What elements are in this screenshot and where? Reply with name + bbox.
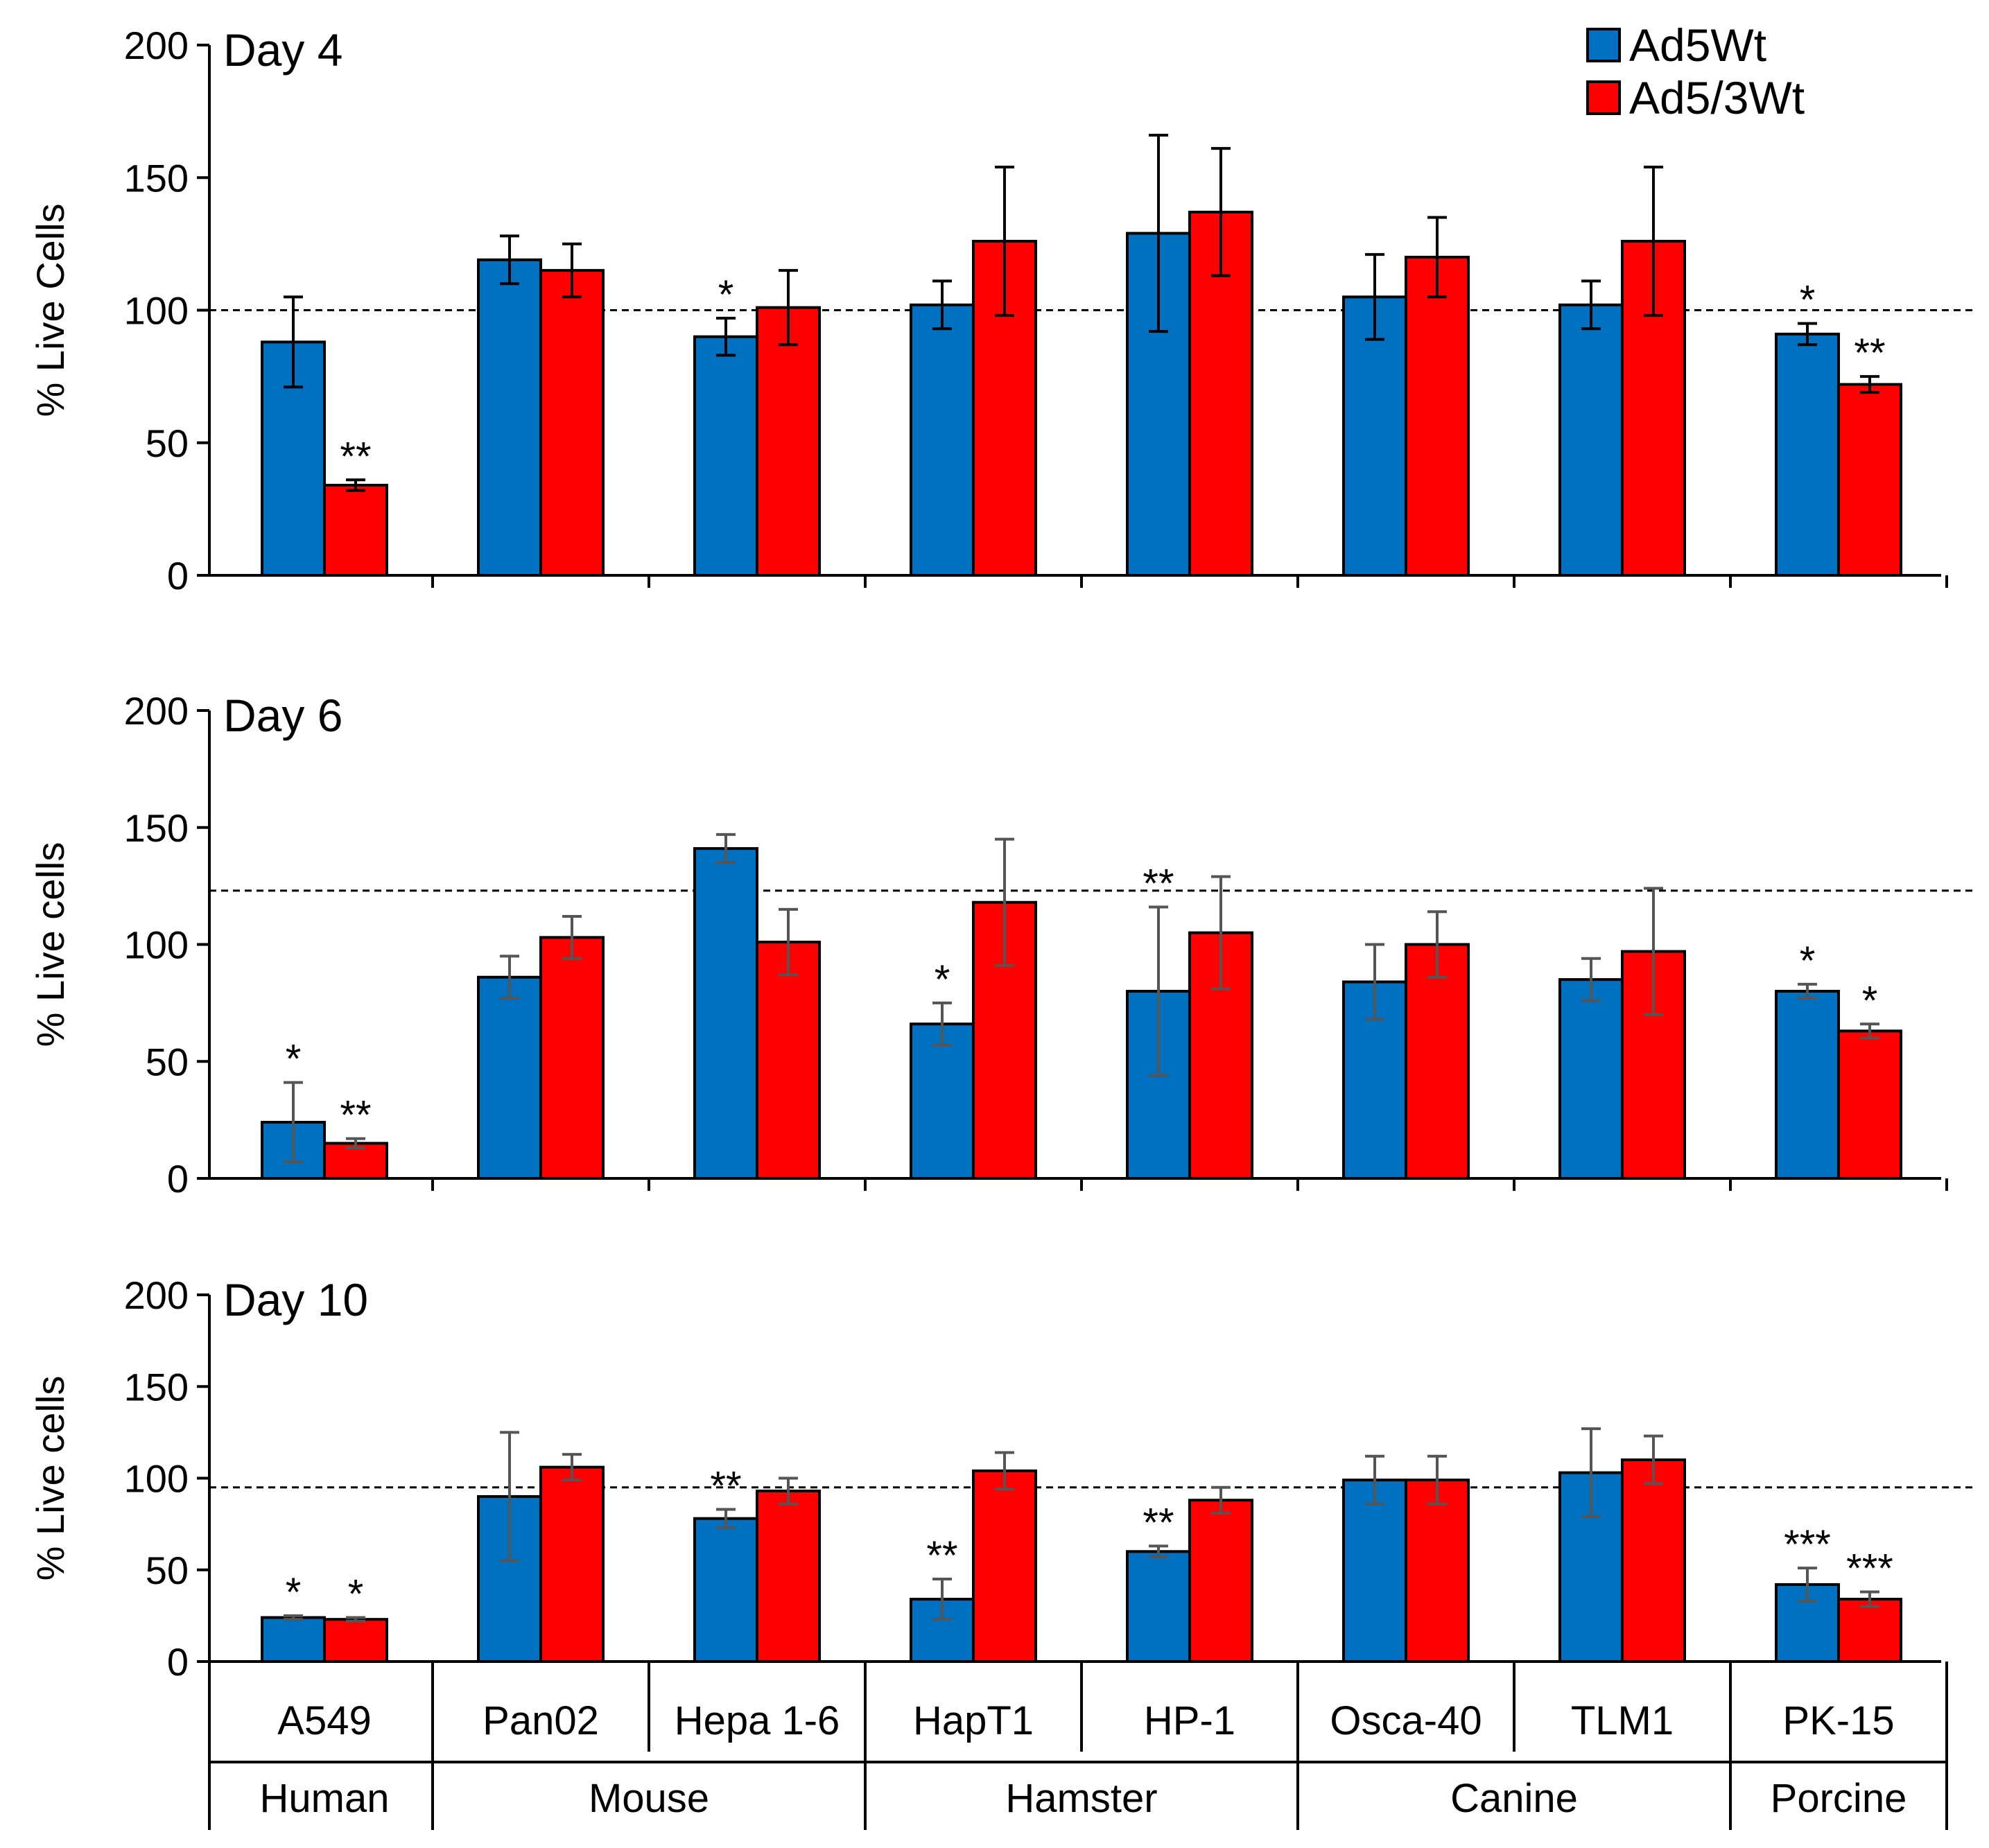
y-axis-label-3: % Live cells bbox=[28, 1376, 72, 1581]
y-tick-label: 150 bbox=[124, 1365, 189, 1409]
bar-ad53wt-hepa16 bbox=[756, 941, 821, 1180]
significance-label: * bbox=[286, 1570, 302, 1615]
y-tick-label: 100 bbox=[124, 1457, 189, 1501]
group-label-canine: Canine bbox=[1450, 1776, 1578, 1821]
significance-label: * bbox=[1800, 278, 1816, 323]
bar-ad53wt-pan02 bbox=[539, 936, 605, 1180]
y-tick-label: 100 bbox=[124, 923, 189, 967]
bar-ad5wt-pan02 bbox=[477, 975, 542, 1180]
bar-ad5wt-hapt1 bbox=[910, 1022, 975, 1180]
significance-label: * bbox=[1800, 939, 1816, 984]
group-label-hamster: Hamster bbox=[1005, 1776, 1157, 1821]
y-tick-label: 200 bbox=[124, 24, 189, 67]
bar-ad53wt-tlm1 bbox=[1621, 1458, 1686, 1664]
category-label-hp1: HP-1 bbox=[1144, 1698, 1235, 1743]
y-tick-label: 50 bbox=[146, 421, 189, 465]
significance-label: ** bbox=[1854, 331, 1885, 376]
group-label-mouse: Mouse bbox=[589, 1776, 709, 1821]
category-label-a549: A549 bbox=[277, 1698, 371, 1743]
significance-label: * bbox=[935, 957, 950, 1002]
y-axis-label-2: % Live cells bbox=[28, 842, 72, 1047]
y-tick-label: 150 bbox=[124, 806, 189, 850]
bar-ad53wt-pk15 bbox=[1837, 1029, 1902, 1180]
bar-ad5wt-hapt1 bbox=[910, 303, 975, 577]
bar-ad53wt-a549 bbox=[323, 483, 388, 577]
bar-ad53wt-hp1 bbox=[1188, 1499, 1253, 1663]
y-tick-label: 0 bbox=[167, 1157, 189, 1201]
significance-label: *** bbox=[1784, 1522, 1831, 1567]
bar-ad5wt-tlm1 bbox=[1558, 978, 1624, 1180]
group-label-human: Human bbox=[260, 1776, 390, 1821]
bar-ad5wt-hepa16 bbox=[693, 1517, 758, 1663]
y-tick-label: 100 bbox=[124, 289, 189, 333]
bar-ad5wt-hp1 bbox=[1126, 1550, 1191, 1664]
y-tick-label: 200 bbox=[124, 1273, 189, 1317]
y-tick-label: 200 bbox=[124, 689, 189, 733]
panel-title-2: Day 6 bbox=[223, 690, 342, 741]
bar-ad53wt-pan02 bbox=[539, 1465, 605, 1663]
category-label-pan02: Pan02 bbox=[483, 1698, 599, 1743]
significance-label: ** bbox=[1143, 862, 1174, 907]
y-tick-label: 0 bbox=[167, 554, 189, 598]
legend-label-2: Ad5/3Wt bbox=[1629, 72, 1805, 123]
category-label-tlm1: TLM1 bbox=[1571, 1698, 1674, 1743]
bar-ad53wt-pk15 bbox=[1837, 1598, 1902, 1664]
bar-ad53wt-pan02 bbox=[539, 269, 605, 577]
significance-label: ** bbox=[926, 1533, 957, 1578]
significance-label: * bbox=[286, 1037, 302, 1082]
category-label-hepa16: Hepa 1-6 bbox=[675, 1698, 840, 1743]
category-label-osca40: Osca-40 bbox=[1330, 1698, 1482, 1743]
bar-ad5wt-hepa16 bbox=[693, 335, 758, 577]
y-tick-label: 0 bbox=[167, 1640, 189, 1684]
bar-ad5wt-osca40 bbox=[1342, 1479, 1407, 1664]
bar-ad53wt-hepa16 bbox=[756, 306, 821, 577]
bar-ad5wt-pan02 bbox=[477, 258, 542, 577]
bar-ad5wt-hepa16 bbox=[693, 847, 758, 1180]
legend-label-1: Ad5Wt bbox=[1629, 19, 1766, 71]
legend-swatch-1 bbox=[1586, 28, 1621, 62]
significance-label: * bbox=[1862, 978, 1878, 1023]
bar-ad53wt-pk15 bbox=[1837, 383, 1902, 577]
category-label-hapt1: HapT1 bbox=[913, 1698, 1034, 1743]
y-tick-label: 50 bbox=[146, 1549, 189, 1592]
bar-ad5wt-a549 bbox=[261, 1616, 326, 1664]
group-label-porcine: Porcine bbox=[1771, 1776, 1907, 1821]
bar-ad53wt-hepa16 bbox=[756, 1490, 821, 1663]
significance-label: ** bbox=[1143, 1500, 1174, 1545]
bar-ad53wt-osca40 bbox=[1405, 256, 1470, 577]
y-tick-label: 150 bbox=[124, 156, 189, 200]
panel-title-1: Day 4 bbox=[223, 24, 342, 76]
y-tick-label: 50 bbox=[146, 1040, 189, 1083]
y-axis-label-1: % Live Cells bbox=[28, 203, 72, 417]
significance-label: ** bbox=[340, 434, 371, 479]
bar-ad5wt-tlm1 bbox=[1558, 303, 1624, 577]
bar-ad53wt-a549 bbox=[323, 1618, 388, 1664]
category-label-pk15: PK-15 bbox=[1782, 1698, 1894, 1743]
significance-label: * bbox=[348, 1572, 364, 1617]
significance-label: ** bbox=[340, 1093, 371, 1138]
legend-swatch-2 bbox=[1586, 80, 1621, 115]
bar-ad53wt-osca40 bbox=[1405, 943, 1470, 1180]
bar-ad53wt-osca40 bbox=[1405, 1479, 1470, 1664]
bar-ad53wt-hapt1 bbox=[972, 1469, 1037, 1663]
significance-label: * bbox=[718, 272, 734, 317]
panel-title-3: Day 10 bbox=[223, 1274, 368, 1325]
significance-label: ** bbox=[710, 1463, 741, 1508]
significance-label: *** bbox=[1846, 1546, 1893, 1591]
bar-ad5wt-pk15 bbox=[1775, 990, 1840, 1180]
bar-ad5wt-pk15 bbox=[1775, 332, 1840, 577]
